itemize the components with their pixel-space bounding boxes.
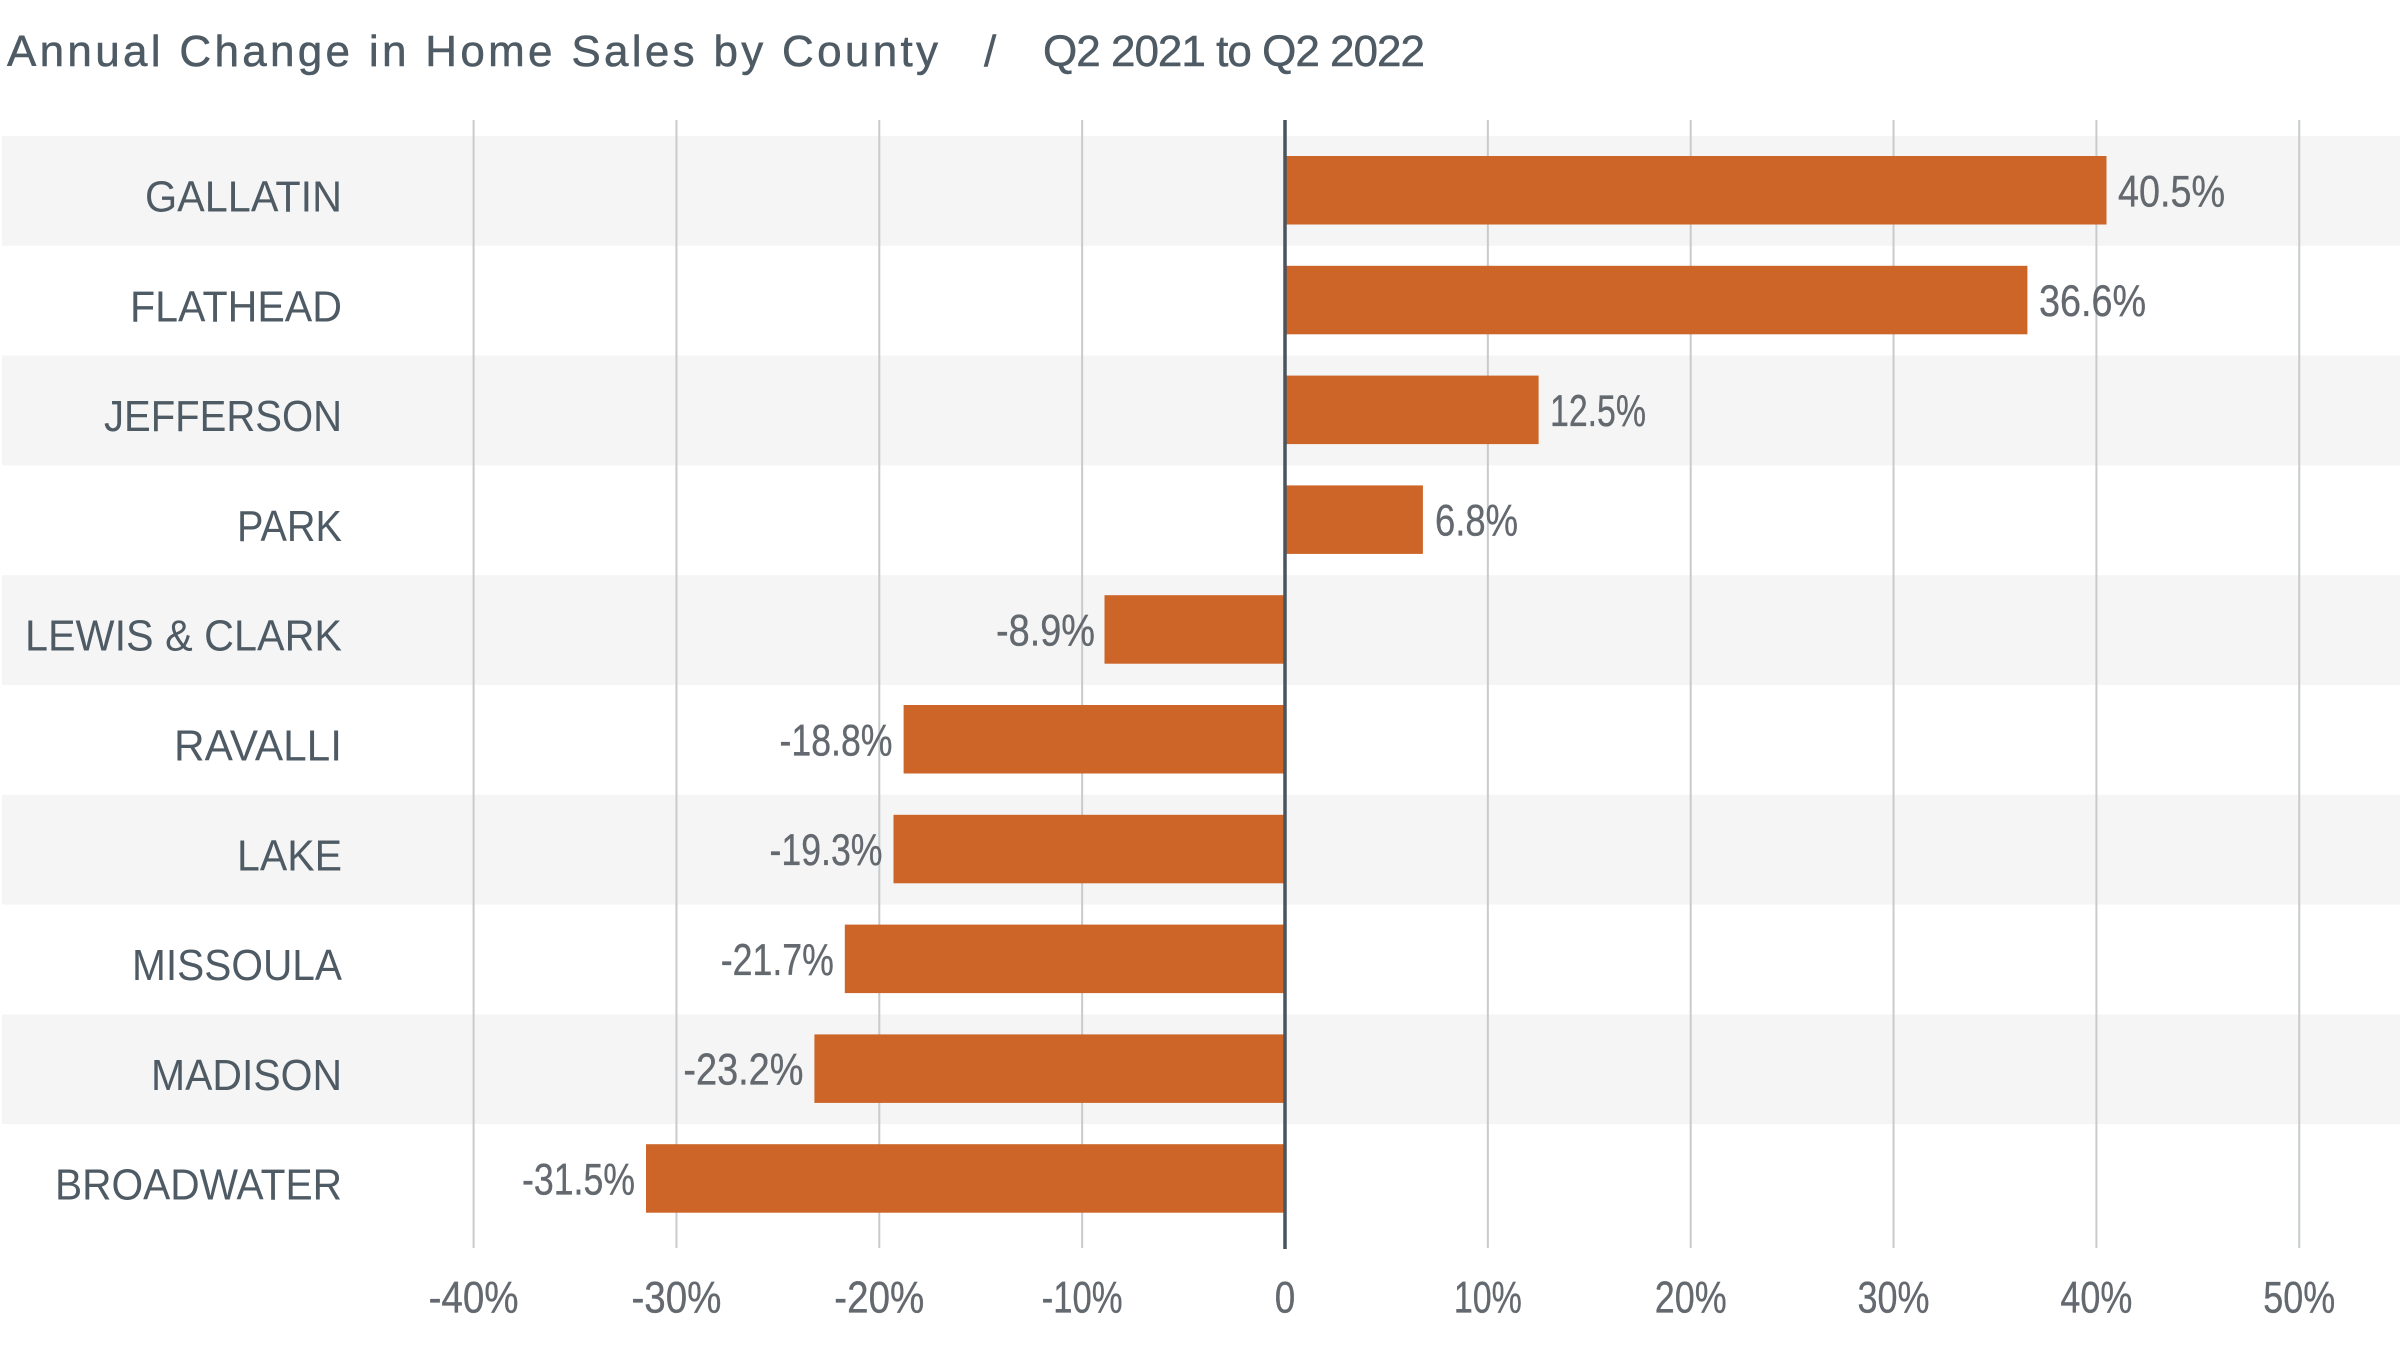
svg-text:JEFFERSON: JEFFERSON [104,393,342,441]
svg-text:BROADWATER: BROADWATER [55,1162,342,1210]
svg-text:LEWIS & CLARK: LEWIS & CLARK [25,613,342,661]
svg-text:-20%: -20% [834,1274,924,1323]
svg-text:-10%: -10% [1042,1274,1123,1323]
svg-text:GALLATIN: GALLATIN [145,174,342,222]
svg-text:30%: 30% [1858,1274,1930,1323]
svg-text:-23.2%: -23.2% [683,1046,803,1095]
svg-text:40.5%: 40.5% [2118,167,2225,216]
svg-text:-19.3%: -19.3% [770,826,883,875]
svg-text:-21.7%: -21.7% [721,936,834,985]
svg-text:/: / [984,27,997,76]
svg-text:MISSOULA: MISSOULA [132,942,342,990]
svg-text:-40%: -40% [429,1274,519,1323]
svg-text:-31.5%: -31.5% [522,1155,635,1204]
svg-text:RAVALLI: RAVALLI [174,723,342,771]
svg-text:0: 0 [1275,1274,1296,1323]
svg-text:-8.9%: -8.9% [996,606,1095,655]
svg-text:50%: 50% [2263,1274,2335,1323]
svg-text:MADISON: MADISON [151,1052,342,1100]
svg-text:Annual Change in Home Sales by: Annual Change in Home Sales by County [7,27,938,76]
svg-text:-18.8%: -18.8% [780,716,893,765]
svg-text:LAKE: LAKE [237,832,342,880]
svg-text:20%: 20% [1655,1274,1727,1323]
svg-text:6.8%: 6.8% [1435,497,1518,546]
svg-text:40%: 40% [2060,1274,2132,1323]
svg-text:FLATHEAD: FLATHEAD [130,283,342,331]
svg-text:PARK: PARK [237,503,342,551]
svg-text:12.5%: 12.5% [1550,387,1646,436]
svg-text:10%: 10% [1454,1274,1522,1323]
svg-text:Q2 2021 to Q2 2022: Q2 2021 to Q2 2022 [1043,27,1425,76]
svg-text:-30%: -30% [631,1274,721,1323]
svg-text:36.6%: 36.6% [2039,277,2146,326]
